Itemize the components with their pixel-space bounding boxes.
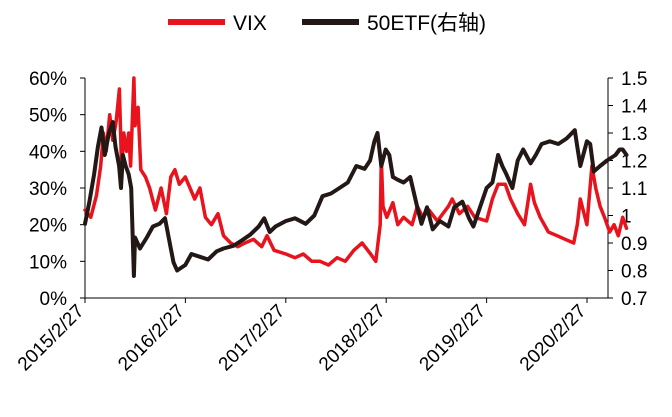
y-left-tick-label: 0% bbox=[40, 289, 68, 310]
series-line-50etf bbox=[83, 120, 629, 278]
y-left-tick-label: 10% bbox=[29, 252, 67, 273]
x-tick-label: 2018/2/27 bbox=[315, 301, 390, 376]
series-line-vix bbox=[83, 76, 629, 267]
x-tick-label: 2015/2/27 bbox=[14, 301, 89, 376]
y-right-tick-label: 1 bbox=[621, 207, 632, 228]
y-right-tick-label: 0.7 bbox=[621, 289, 647, 310]
y-right-tick-label: 1.4 bbox=[621, 97, 648, 118]
plot-area bbox=[83, 76, 629, 278]
y-right-tick-label: 1.1 bbox=[621, 179, 647, 200]
y-right-tick-label: 1.2 bbox=[621, 152, 647, 173]
legend: VIX 50ETF(右轴) bbox=[168, 12, 486, 35]
y-left-tick-label: 20% bbox=[29, 216, 67, 237]
y-right-tick-label: 0.9 bbox=[621, 234, 647, 255]
y-right-tick-label: 1.3 bbox=[621, 124, 647, 145]
x-tick-label: 2020/2/27 bbox=[516, 301, 591, 376]
x-tick-label: 2017/2/27 bbox=[215, 301, 290, 376]
legend-label-50etf: 50ETF(右轴) bbox=[367, 12, 486, 35]
y-left-tick-label: 50% bbox=[29, 106, 67, 127]
y-left-tick-label: 30% bbox=[29, 179, 67, 200]
legend-label-vix: VIX bbox=[233, 12, 267, 35]
x-tick-label: 2019/2/27 bbox=[416, 301, 491, 376]
y-right-tick-label: 1.5 bbox=[621, 69, 647, 90]
x-tick-label: 2016/2/27 bbox=[114, 301, 189, 376]
y-right-tick-label: 0.8 bbox=[621, 262, 647, 283]
y-left-tick-label: 60% bbox=[29, 69, 67, 90]
y-left-tick-label: 40% bbox=[29, 142, 67, 163]
